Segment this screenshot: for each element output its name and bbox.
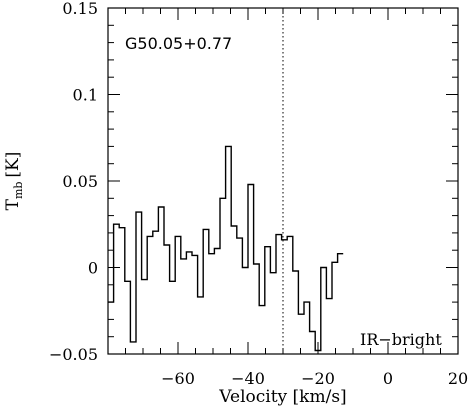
y-axis-unit: [K] xyxy=(3,152,23,178)
y-axis-symbol: T xyxy=(3,198,23,210)
y-axis-subscript: mb xyxy=(12,182,25,199)
x-tick-label: −40 xyxy=(231,369,265,388)
region-label: IR−bright xyxy=(360,330,442,349)
x-tick-label: 20 xyxy=(448,369,468,388)
source-label: G50.05+0.77 xyxy=(125,34,232,53)
x-tick-label: −60 xyxy=(161,369,195,388)
x-axis-label: Velocity [km/s] xyxy=(218,387,346,407)
x-tick-label: −20 xyxy=(301,369,335,388)
x-tick-label: 0 xyxy=(383,369,393,388)
y-axis-label: Tmb [K] xyxy=(3,152,25,211)
y-tick-label: 0.05 xyxy=(62,172,98,191)
svg-text:Tmb[K]: Tmb [K] xyxy=(3,152,25,211)
x-tick-labels: −60 −40 −20 0 20 xyxy=(161,369,468,388)
y-tick-label: 0.1 xyxy=(73,86,98,105)
y-tick-label: 0.15 xyxy=(62,0,98,18)
spectrum-series-line xyxy=(108,145,344,352)
y-tick-label: −0.05 xyxy=(49,345,98,364)
y-tick-labels: −0.05 0 0.05 0.1 0.15 xyxy=(49,0,98,364)
y-tick-label: 0 xyxy=(88,259,98,278)
